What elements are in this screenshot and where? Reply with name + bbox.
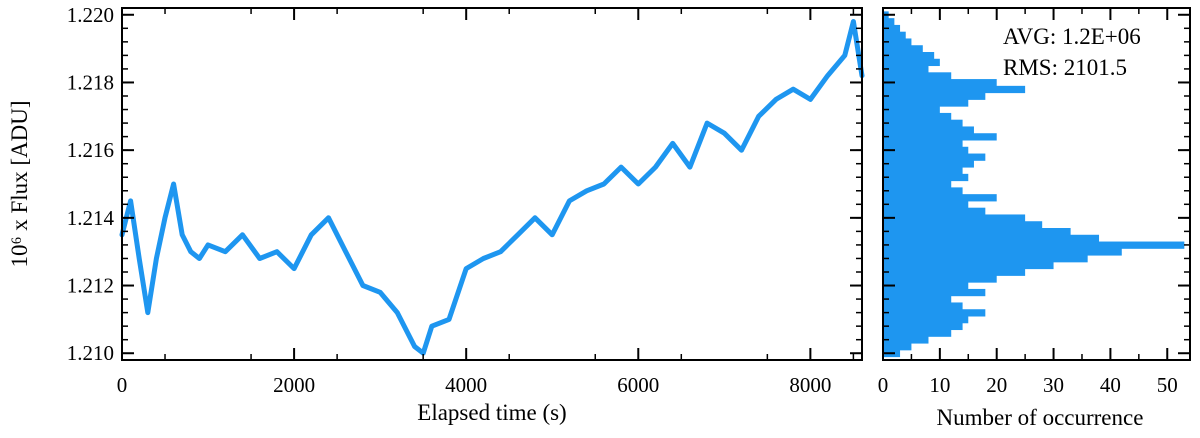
histogram-bar bbox=[883, 336, 929, 344]
histogram-bar bbox=[883, 106, 940, 114]
histogram-bar bbox=[883, 18, 895, 26]
lightcurve-y-ticks: 1.210 1.212 1.214 1.216 1.218 1.220 bbox=[67, 3, 862, 365]
histogram-x-tick-label: 40 bbox=[1100, 373, 1121, 397]
histogram-bar bbox=[883, 126, 974, 134]
lightcurve-x-tick-label: 2000 bbox=[273, 373, 315, 397]
histogram-bar bbox=[883, 275, 997, 283]
histogram-bar bbox=[883, 146, 969, 155]
lightcurve-y-tick-label: 1.218 bbox=[67, 70, 114, 94]
histogram-bar bbox=[883, 52, 935, 60]
lightcurve-y-tick-label: 1.210 bbox=[67, 341, 114, 365]
histogram-bar bbox=[883, 167, 963, 175]
histogram-x-tick-label: 0 bbox=[878, 373, 889, 397]
histogram-bar bbox=[883, 295, 952, 303]
histogram-bar bbox=[883, 58, 940, 67]
histogram-bars bbox=[883, 11, 1185, 358]
histogram-bar bbox=[883, 85, 1026, 94]
histogram-bar bbox=[883, 112, 952, 121]
histogram-bar bbox=[883, 160, 974, 168]
histogram-bar bbox=[883, 228, 1071, 236]
histogram-x-axis-title: Number of occurrence bbox=[937, 405, 1144, 430]
histogram-x-tick-label: 10 bbox=[929, 373, 950, 397]
histogram-bar bbox=[883, 241, 1185, 249]
histogram-bar bbox=[883, 173, 969, 182]
histogram-bar bbox=[883, 248, 1122, 256]
histogram-x-tick-label: 30 bbox=[1043, 373, 1064, 397]
histogram-bar bbox=[883, 45, 923, 53]
lightcurve-y-tick-label: 1.214 bbox=[67, 206, 115, 230]
lightcurve-x-ticks: 0 2000 4000 6000 8000 bbox=[117, 8, 855, 397]
lightcurve-x-tick-label: 0 bbox=[117, 373, 128, 397]
lightcurve-x-tick-label: 6000 bbox=[617, 373, 659, 397]
lightcurve-x-axis-title: Elapsed time (s) bbox=[417, 400, 566, 425]
histogram-panel: 0 10 20 30 40 50 AVG: 1.2E+06 RMS: 2101.5 Num… bbox=[878, 7, 1191, 430]
histogram-bar bbox=[883, 31, 906, 39]
histogram-bar bbox=[883, 261, 1054, 270]
histogram-x-ticks: 0 10 20 30 40 50 bbox=[878, 8, 1178, 397]
histogram-bar bbox=[883, 119, 963, 127]
histogram-bar bbox=[883, 79, 997, 87]
lightcurve-y-axis-title: 10⁶ x Flux [ADU] bbox=[7, 100, 32, 267]
histogram-bar bbox=[883, 194, 997, 202]
histogram-bar bbox=[883, 221, 1043, 229]
histogram-bar bbox=[883, 255, 1088, 263]
histogram-x-tick-label: 20 bbox=[986, 373, 1007, 397]
lightcurve-series-line bbox=[119, 19, 865, 356]
histogram-bar bbox=[883, 329, 952, 337]
histogram-bar bbox=[883, 207, 986, 215]
lightcurve-x-tick-label: 8000 bbox=[789, 373, 831, 397]
histogram-bar bbox=[883, 24, 901, 33]
histogram-bar bbox=[883, 72, 952, 80]
histogram-plot-frame bbox=[882, 7, 1191, 361]
lightcurve-y-tick-label: 1.212 bbox=[67, 274, 114, 298]
histogram-bar bbox=[883, 322, 963, 331]
histogram-bar bbox=[883, 316, 969, 324]
histogram-bar bbox=[883, 92, 986, 100]
histogram-bar bbox=[883, 268, 1026, 276]
histogram-bar bbox=[883, 288, 986, 297]
lightcurve-y-tick-label: 1.216 bbox=[67, 138, 114, 162]
histogram-bar bbox=[883, 302, 963, 310]
histogram-avg-annotation: AVG: 1.2E+06 bbox=[1003, 24, 1141, 49]
histogram-bar bbox=[883, 65, 929, 73]
lightcurve-plot-frame bbox=[121, 7, 863, 361]
histogram-bar bbox=[883, 38, 912, 46]
histogram-bar bbox=[883, 99, 969, 107]
lightcurve-panel: 0 2000 4000 6000 8000 1.2101.2121.2141.2161.… bbox=[7, 3, 865, 425]
histogram-bar bbox=[883, 282, 969, 290]
histogram-rms-annotation: RMS: 2101.5 bbox=[1003, 55, 1127, 80]
lightcurve-x-tick-label: 4000 bbox=[445, 373, 487, 397]
lightcurve-y-tick-label: 1.220 bbox=[67, 3, 114, 27]
histogram-x-tick-label: 50 bbox=[1157, 373, 1178, 397]
histogram-bar bbox=[883, 200, 969, 209]
histogram-bar bbox=[883, 180, 952, 188]
histogram-bar bbox=[883, 234, 1100, 243]
histogram-bar bbox=[883, 214, 1026, 222]
histogram-bar bbox=[883, 153, 986, 161]
histogram-bar bbox=[883, 343, 912, 351]
histogram-bar bbox=[883, 133, 997, 141]
histogram-bar bbox=[883, 140, 963, 148]
histogram-bar bbox=[883, 309, 986, 317]
histogram-y-ticks bbox=[883, 13, 1190, 355]
histogram-bar bbox=[883, 187, 963, 195]
